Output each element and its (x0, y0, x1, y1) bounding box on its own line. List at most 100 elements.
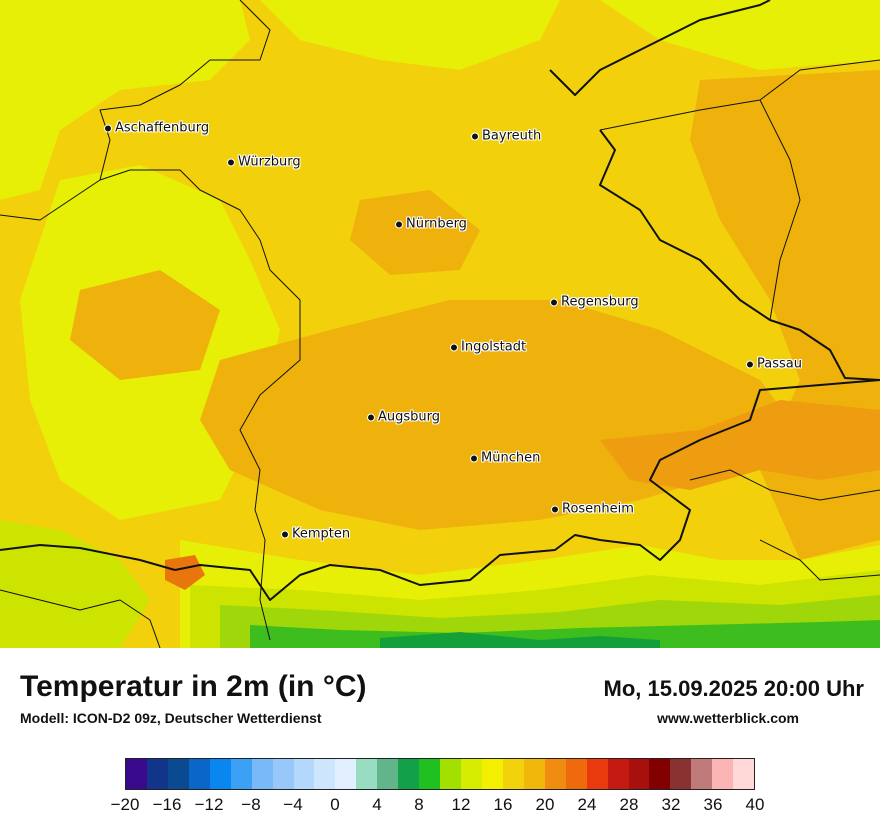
colorbar-segment (314, 759, 336, 789)
city-dot-icon (367, 413, 375, 421)
city-marker-kempten: Kempten (281, 527, 350, 542)
state-border-thuringia (0, 0, 271, 221)
colorbar-tick-label: 28 (619, 795, 639, 814)
city-label: Passau (757, 356, 802, 372)
colorbar-segment (586, 759, 608, 789)
colorbar-tick-label: 40 (745, 795, 765, 814)
colorbar-tick-label: 16 (493, 795, 513, 814)
city-dot-icon (470, 454, 478, 462)
city-dot-icon (550, 298, 558, 306)
valid-datetime: Mo, 15.09.2025 20:00 Uhr (603, 676, 864, 701)
colorbar-segment (377, 759, 399, 789)
city-marker-würzburg: Würzburg (227, 155, 301, 170)
colorbar-segment (209, 759, 231, 789)
state-border-bw (99, 169, 301, 641)
colorbar-segment (607, 759, 629, 789)
city-marker-ingolstadt: Ingolstadt (450, 340, 526, 355)
colorbar-tick-label: 0 (330, 795, 340, 814)
temperature-colorbar (125, 758, 755, 790)
city-label: Nürnberg (406, 216, 467, 232)
colorbar-segment (230, 759, 252, 789)
city-marker-nürnberg: Nürnberg (395, 217, 467, 232)
borders (0, 0, 880, 648)
regional-border-austria-east (689, 469, 880, 501)
map-title: Temperatur in 2m (in °C) (20, 670, 367, 703)
colorbar-segment (712, 759, 734, 789)
city-label: Bayreuth (482, 128, 542, 144)
colorbar-segment (356, 759, 378, 789)
city-dot-icon (104, 124, 112, 132)
city-label: Augsburg (378, 409, 441, 425)
city-dot-icon (746, 360, 754, 368)
city-marker-passau: Passau (746, 357, 802, 372)
colorbar-ticks: −20 −16 −12 −8 −4 0 4 8 12 16 20 24 28 32 36 40 (111, 795, 765, 817)
regional-border-czech-inner (599, 59, 880, 321)
colorbar-segment (670, 759, 692, 789)
warm-zone-westpatch (70, 270, 220, 380)
colorbar-segment (167, 759, 189, 789)
city-marker-aschaffenburg: Aschaffenburg (104, 121, 209, 136)
cool-zone-north (260, 0, 560, 70)
colorbar-tick-label: −20 (110, 795, 140, 814)
colorbar-segment (502, 759, 524, 789)
colorbar-segment (691, 759, 713, 789)
colorbar-segment (146, 759, 168, 789)
model-source: Modell: ICON-D2 09z, Deutscher Wetterdie… (20, 710, 322, 726)
city-label: Würzburg (238, 154, 301, 170)
colorbar-segment (126, 759, 147, 789)
city-dot-icon (450, 343, 458, 351)
city-label: Kempten (292, 526, 351, 542)
green-zone-high-peaks (380, 632, 660, 648)
warmer-zone-east (800, 415, 880, 475)
cool-zone-northeast (600, 0, 880, 70)
colorbar-segment (649, 759, 671, 789)
colorbar-segment (628, 759, 650, 789)
national-border-austria (174, 379, 880, 601)
colorbar-tick-label: −4 (283, 795, 303, 814)
colorbar-segment (733, 759, 755, 789)
website-link[interactable]: www.wetterblick.com (657, 710, 799, 726)
colorbar-tick-label: 12 (451, 795, 471, 814)
colorbar-segment (461, 759, 482, 789)
colorbar-segment (251, 759, 273, 789)
city-dot-icon (471, 132, 479, 140)
colorbar-segment (188, 759, 210, 789)
colorbar-segment (440, 759, 461, 789)
cool-zone-sw-corner (0, 520, 150, 648)
regional-border-swiss-inner (0, 589, 161, 648)
city-dot-icon (395, 220, 403, 228)
regional-border-austria-south (759, 539, 880, 581)
colorbar-segment (565, 759, 587, 789)
colorbar-tick-label: −16 (152, 795, 182, 814)
city-marker-augsburg: Augsburg (367, 410, 440, 425)
city-marker-münchen: München (470, 451, 540, 466)
city-label: München (481, 450, 541, 466)
colorbar-tick-label: 32 (661, 795, 681, 814)
colorbar-segment (419, 759, 441, 789)
colorbar-segment (481, 759, 503, 789)
city-label: Ingolstadt (461, 339, 527, 355)
city-dot-icon (281, 530, 289, 538)
city-dot-icon (551, 505, 559, 513)
city-marker-rosenheim: Rosenheim (551, 502, 634, 517)
colorbar-segment (335, 759, 357, 789)
hot-spot-lindau (165, 555, 205, 590)
colorbar-tick-label: 36 (703, 795, 723, 814)
national-border-switzerland (0, 544, 176, 571)
cool-zone-northwest (0, 0, 250, 200)
national-border-czech (549, 0, 880, 381)
city-marker-bayreuth: Bayreuth (471, 129, 541, 144)
colorbar-tick-label: 20 (535, 795, 555, 814)
colorbar-tick-label: −12 (194, 795, 224, 814)
warm-zone-nuernberg (350, 190, 480, 275)
city-label: Regensburg (561, 294, 639, 310)
colorbar-tick-label: 8 (414, 795, 424, 814)
colorbar-segment (544, 759, 566, 789)
city-label: Rosenheim (562, 501, 634, 517)
colorbar-segment (293, 759, 315, 789)
city-marker-regensburg: Regensburg (550, 295, 639, 310)
colorbar-tick-label: 4 (372, 795, 382, 814)
colorbar-tick-label: 24 (577, 795, 597, 814)
colorbar-segment (398, 759, 420, 789)
colorbar-segment (272, 759, 294, 789)
